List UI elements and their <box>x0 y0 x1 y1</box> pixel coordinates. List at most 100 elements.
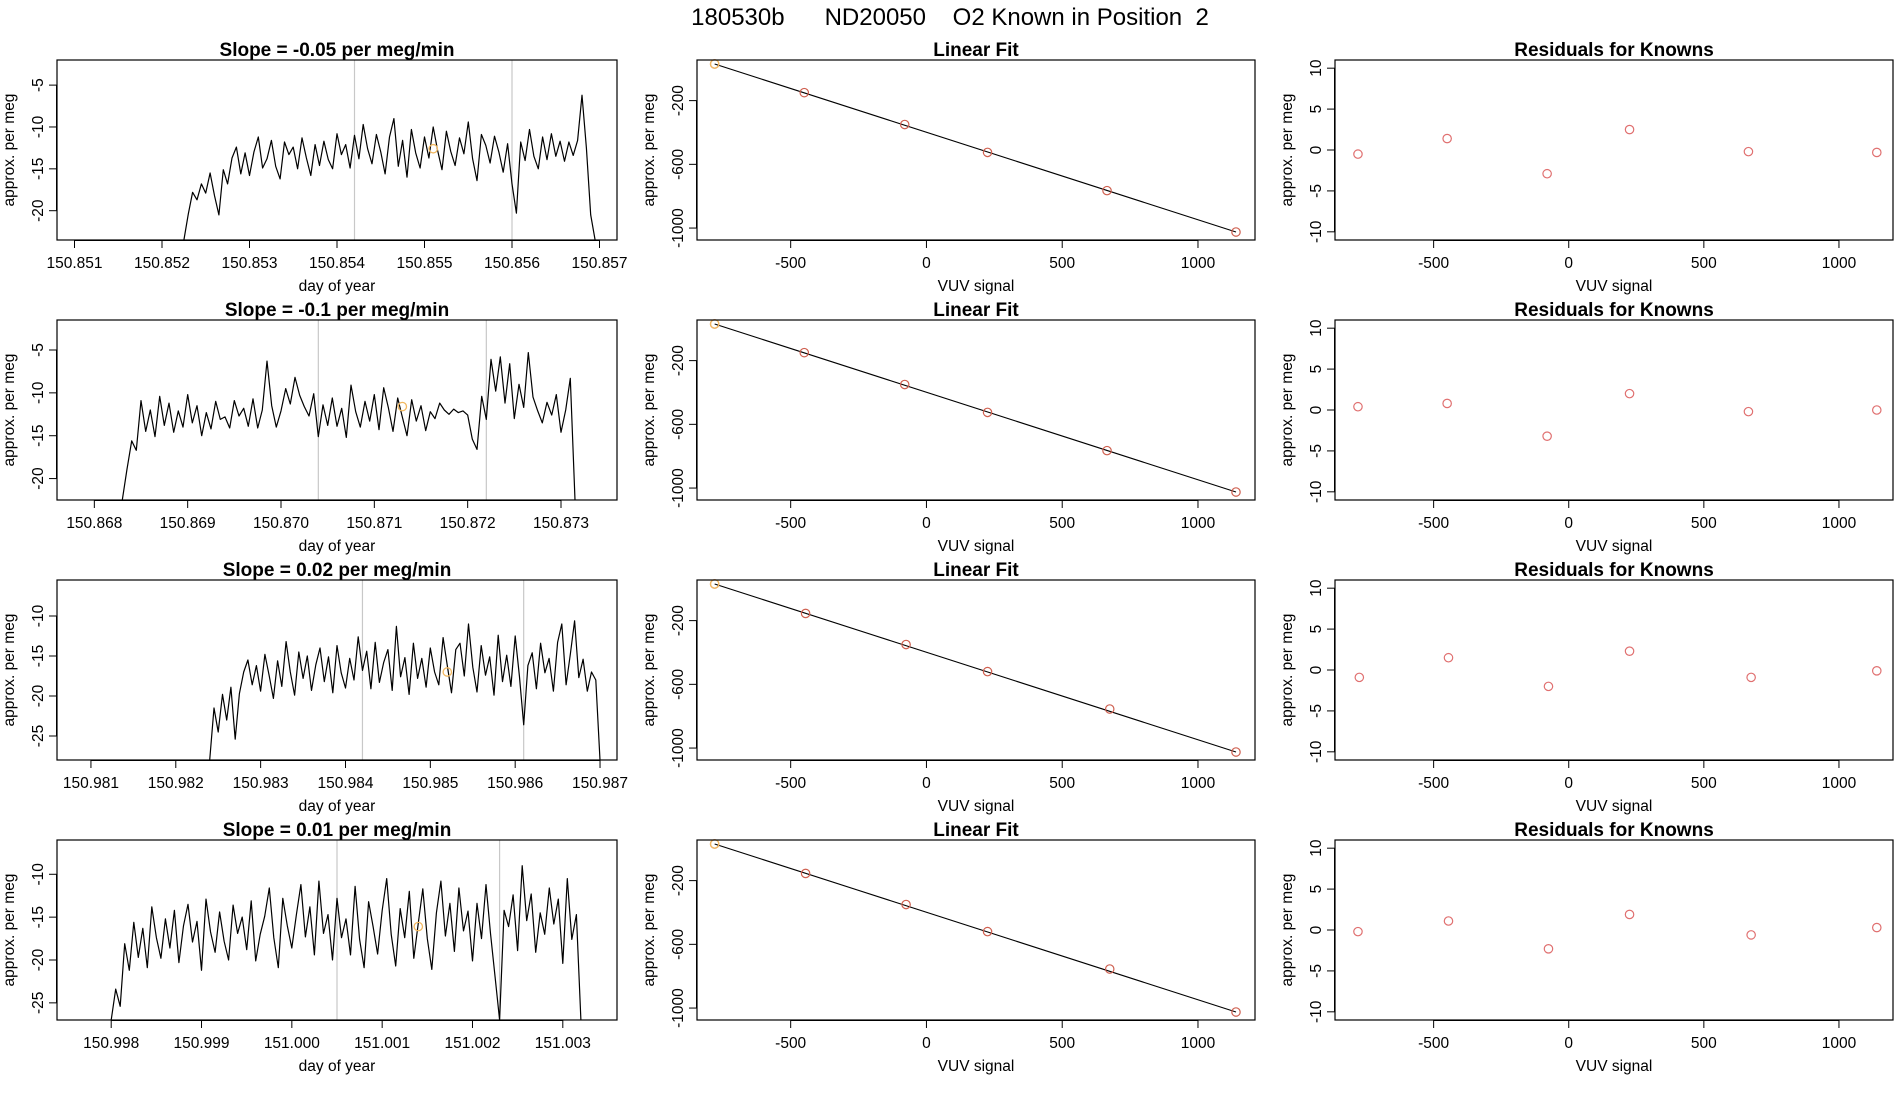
timeseries-1-title: Slope = -0.05 per meg/min <box>220 40 455 61</box>
timeseries-1-highlight-0 <box>428 143 439 154</box>
residuals-3-title: Residuals for Knowns <box>1514 560 1714 581</box>
timeseries-2-highlight-0 <box>397 401 408 412</box>
residuals-2-point-3 <box>1624 388 1635 399</box>
residuals-4-xtick-label-3: 1000 <box>1822 1035 1857 1052</box>
residuals-2-xtick-label-1: 0 <box>1564 515 1573 532</box>
timeseries-1-series-line <box>183 94 596 240</box>
residuals-1-title: Residuals for Knowns <box>1514 40 1714 61</box>
residuals-1-point-4 <box>1743 146 1754 157</box>
linear-fit-2-xtick-label-0: -500 <box>775 515 806 532</box>
residuals-1-point-3 <box>1624 124 1635 135</box>
timeseries-1-ytick-label-2: -10 <box>30 115 47 138</box>
residuals-3-ytick-label-0: -10 <box>1308 740 1325 763</box>
linear-fit-4-point-4 <box>1104 964 1115 974</box>
timeseries-1-ytick-label-3: -5 <box>30 78 47 92</box>
residuals-1-ytick-label-4: 10 <box>1308 59 1325 77</box>
timeseries-3-frame <box>56 579 618 761</box>
residuals-3-point-0 <box>1354 672 1365 683</box>
timeseries-3-xtick-label-0: 150.981 <box>63 775 119 792</box>
linear-fit-1-point-5 <box>1231 227 1241 237</box>
timeseries-4-title: Slope = 0.01 per meg/min <box>223 820 452 841</box>
linear-fit-3-ytick-label-2: -200 <box>670 605 687 636</box>
residuals-4-xtick-label-0: -500 <box>1418 1035 1449 1052</box>
linear-fit-4-xlabel: VUV signal <box>938 1058 1015 1075</box>
timeseries-1-xtick-label-2: 150.853 <box>221 255 277 272</box>
linear-fit-1-xtick-label-1: 0 <box>922 255 931 272</box>
linear-fit-4-frame <box>696 839 1256 1021</box>
timeseries-2-series-line <box>121 352 576 500</box>
timeseries-1-xtick-label-6: 150.857 <box>571 255 627 272</box>
residuals-4-ytick-label-3: 5 <box>1308 885 1325 894</box>
residuals-1-xlabel: VUV signal <box>1576 278 1653 295</box>
residuals-2-point-1 <box>1442 398 1452 409</box>
linear-fit-1-point-2 <box>899 119 910 130</box>
timeseries-4-ytick-label-1: -20 <box>30 948 47 971</box>
timeseries-2-ytick-label-0: -20 <box>30 467 47 490</box>
linear-fit-3-xtick-label-3: 1000 <box>1181 775 1216 792</box>
residuals-2-ylabel: approx. per meg <box>1279 354 1296 467</box>
linear-fit-2-xtick-label-3: 1000 <box>1181 515 1216 532</box>
timeseries-3-xlabel: day of year <box>299 798 376 815</box>
timeseries-1-ylabel: approx. per meg <box>1 94 18 207</box>
residuals-1-point-0 <box>1353 149 1363 159</box>
timeseries-3-xtick-label-2: 150.983 <box>233 775 289 792</box>
timeseries-4-series-line <box>110 865 582 1020</box>
linear-fit-1-xtick-label-2: 500 <box>1049 255 1075 272</box>
linear-fit-1-ylabel: approx. per meg <box>641 94 658 207</box>
linear-fit-2-xlabel: VUV signal <box>938 538 1015 555</box>
linear-fit-3-fit-line <box>714 583 1237 753</box>
linear-fit-3-point-5 <box>1231 747 1241 757</box>
timeseries-4-xtick-label-4: 151.002 <box>444 1035 500 1052</box>
timeseries-3-xtick-label-5: 150.986 <box>487 775 543 792</box>
timeseries-4-xtick-label-5: 151.003 <box>535 1035 591 1052</box>
residuals-2-point-2 <box>1542 431 1552 441</box>
linear-fit-2-point-1 <box>799 347 810 358</box>
residuals-4-point-2 <box>1543 944 1554 954</box>
linear-fit-2-point-3 <box>982 407 993 418</box>
residuals-1-xtick-label-0: -500 <box>1418 255 1449 272</box>
residuals-3-ylabel: approx. per meg <box>1279 614 1296 727</box>
linear-fit-4-ytick-label-2: -200 <box>670 865 687 896</box>
residuals-1-xtick-label-2: 500 <box>1691 255 1717 272</box>
linear-fit-4-xtick-label-0: -500 <box>775 1035 806 1052</box>
timeseries-2-xtick-label-3: 150.871 <box>346 515 402 532</box>
linear-fit-4-xtick-label-3: 1000 <box>1181 1035 1216 1052</box>
residuals-4-xlabel: VUV signal <box>1576 1058 1653 1075</box>
residuals-3-ytick-label-4: 10 <box>1308 579 1325 597</box>
linear-fit-1-fit-line <box>714 63 1237 233</box>
linear-fit-3-frame <box>696 579 1256 761</box>
linear-fit-1-point-4 <box>1102 185 1112 196</box>
residuals-1-point-2 <box>1542 168 1552 179</box>
timeseries-2-ylabel: approx. per meg <box>1 354 18 467</box>
residuals-2-ytick-label-2: 0 <box>1308 405 1325 414</box>
residuals-4-xtick-label-1: 0 <box>1564 1035 1573 1052</box>
residuals-2-ytick-label-0: -10 <box>1308 480 1325 503</box>
residuals-3-point-2 <box>1543 681 1554 692</box>
timeseries-3-ytick-label-1: -20 <box>30 684 47 707</box>
linear-fit-1-frame <box>696 59 1256 241</box>
linear-fit-4-point-1 <box>800 868 811 879</box>
residuals-2-title: Residuals for Knowns <box>1514 300 1714 321</box>
linear-fit-2-ylabel: approx. per meg <box>641 354 658 467</box>
timeseries-1-xtick-label-3: 150.854 <box>309 255 365 272</box>
timeseries-3-xtick-label-4: 150.985 <box>402 775 458 792</box>
residuals-3-point-4 <box>1746 672 1756 683</box>
residuals-4-ytick-label-1: -5 <box>1308 964 1325 978</box>
timeseries-4-xlabel: day of year <box>299 1058 376 1075</box>
residuals-4-point-3 <box>1624 909 1635 920</box>
residuals-3-xtick-label-2: 500 <box>1691 775 1717 792</box>
residuals-3-point-3 <box>1624 646 1635 656</box>
residuals-3-point-1 <box>1443 652 1454 663</box>
timeseries-4-frame <box>56 839 618 1021</box>
residuals-3-xlabel: VUV signal <box>1576 798 1653 815</box>
timeseries-2-xtick-label-0: 150.868 <box>66 515 122 532</box>
timeseries-2-ytick-label-3: -5 <box>30 343 47 357</box>
residuals-4-ytick-label-2: 0 <box>1308 925 1325 934</box>
residuals-4-point-1 <box>1443 916 1454 926</box>
linear-fit-3-ytick-label-1: -600 <box>670 668 687 699</box>
residuals-4-ytick-label-4: 10 <box>1308 839 1325 857</box>
linear-fit-2-point-4 <box>1102 445 1112 456</box>
residuals-2-xlabel: VUV signal <box>1576 538 1653 555</box>
linear-fit-2-point-2 <box>899 379 910 390</box>
